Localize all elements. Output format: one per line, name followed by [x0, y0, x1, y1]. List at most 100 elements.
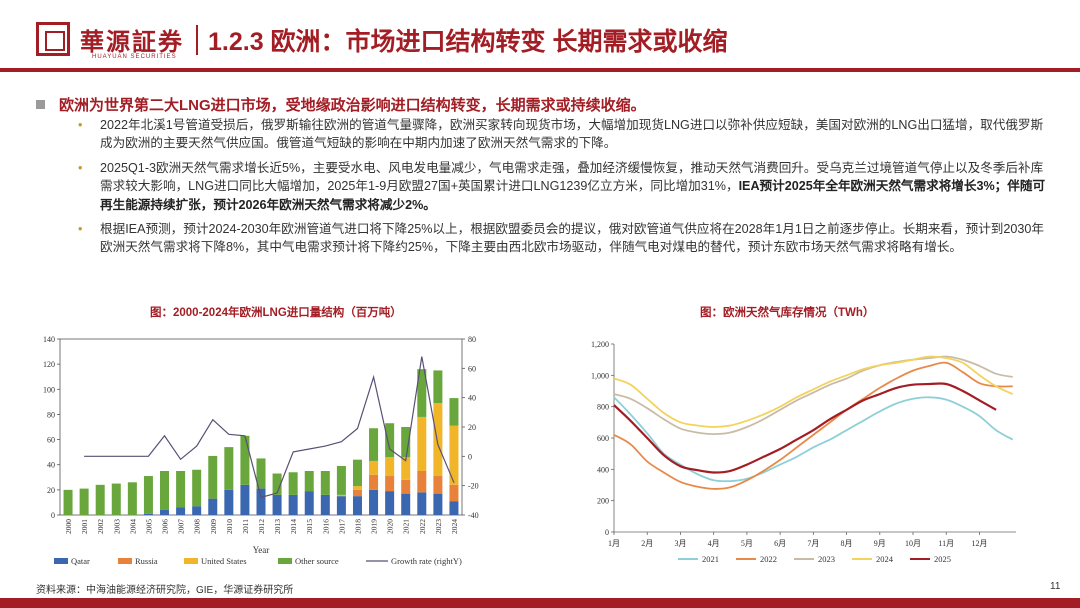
x-tick-label: 12月	[971, 539, 987, 548]
bar-segment	[240, 435, 250, 485]
growth-rate-line	[84, 356, 455, 499]
y-tick-label: 120	[43, 360, 55, 369]
legend-label: 2021	[702, 554, 719, 564]
bar-segment	[433, 493, 443, 515]
x-tick-label: 2010	[225, 519, 234, 534]
bar-segment	[256, 458, 266, 489]
x-tick-label: 2024	[450, 519, 459, 534]
y-tick-label: 1,200	[591, 340, 609, 349]
x-tick-label: 8月	[841, 539, 853, 548]
bar-segment	[352, 496, 362, 515]
bar-segment	[369, 474, 379, 490]
bar-segment	[417, 492, 427, 515]
bullet-list: 2022年北溪1号管道受损后，俄罗斯输往欧洲的管道气量骤降，欧洲买家转向现货市场…	[78, 116, 1053, 263]
bar-segment	[208, 455, 218, 499]
y-tick-label: 200	[597, 497, 609, 506]
bar-segment	[320, 471, 330, 495]
main-point: 欧洲为世界第二大LNG进口市场，受地缘政治影响进口结构转变，长期需求或持续收缩。	[36, 94, 646, 115]
x-tick-label: 9月	[874, 539, 886, 548]
x-tick-label: 2015	[305, 519, 314, 534]
chart1-title: 图：2000-2024年欧洲LNG进口量结构（百万吨）	[150, 307, 402, 319]
bar-segment	[352, 486, 362, 490]
bullet-item: 根据IEA预测，预计2024-2030年欧洲管道气进口将下降25%以上，根据欧盟…	[78, 220, 1053, 257]
bar-segment	[192, 506, 202, 515]
x-tick-label: 2004	[128, 519, 137, 534]
x-tick-label: 2005	[144, 519, 153, 534]
source-note: 资料来源：中海油能源经济研究院，GIE，华源证券研究所	[36, 585, 294, 596]
y-tick-label: 800	[597, 403, 609, 412]
bar-segment	[160, 509, 170, 515]
bullet-item: 2025Q1-3欧洲天然气需求增长近5%，主要受水电、风电发电量减少，气电需求走…	[78, 159, 1053, 214]
bar-segment	[449, 425, 459, 485]
bullet-bold-text: IEA预计2025年全年欧洲天然气需求将增长3%；伴随可再生能源持续扩张，预计2…	[100, 179, 1046, 212]
chart2-title: 图：欧洲天然气库存情况（TWh）	[700, 307, 875, 319]
x-tick-label: 2021	[402, 519, 411, 534]
bar-segment	[385, 476, 395, 492]
legend-label: 2023	[818, 554, 835, 564]
page-number: 11	[1050, 581, 1061, 592]
bar-segment	[304, 471, 314, 492]
bar-segment	[385, 491, 395, 515]
bar-segment	[369, 428, 379, 461]
y2-tick-label: -40	[468, 511, 479, 520]
bar-segment	[176, 471, 186, 508]
x-tick-label: 2022	[418, 519, 427, 534]
y-tick-label: 0	[605, 528, 609, 537]
x-tick-label: 2003	[112, 519, 121, 534]
y2-tick-label: -20	[468, 482, 479, 491]
x-tick-label: 2011	[241, 519, 250, 534]
legend-label: 2022	[760, 554, 777, 564]
series-line-2021	[613, 396, 1014, 483]
title-rule	[0, 68, 1080, 72]
bar-segment	[240, 484, 250, 515]
x-tick-label: 2018	[353, 519, 362, 534]
bar-segment	[224, 447, 234, 490]
bar-segment	[304, 491, 314, 515]
series-line-2024	[613, 355, 1014, 428]
bar-segment	[208, 498, 218, 515]
bar-segment	[111, 483, 121, 515]
bar-segment	[336, 496, 346, 515]
x-tick-label: 2019	[370, 519, 379, 534]
x-tick-label: 6月	[774, 539, 786, 548]
bar-segment	[288, 472, 298, 495]
bar-segment	[272, 473, 282, 495]
x-tick-label: 2017	[337, 519, 346, 534]
bar-segment	[401, 457, 411, 480]
logo-subtext: HUAYUAN SECURITIES	[92, 54, 177, 60]
bar-segment	[143, 476, 153, 514]
legend-label: Russia	[135, 556, 158, 566]
page-title: 1.2.3 欧洲：市场进口结构转变 长期需求或收缩	[208, 28, 728, 56]
legend-label: 2025	[934, 554, 951, 564]
bar-segment	[336, 494, 346, 497]
x-tick-label: 2023	[434, 519, 443, 534]
bar-segment	[449, 501, 459, 515]
series-line-2023	[613, 355, 1013, 436]
legend-label: Growth rate (rightY)	[391, 556, 462, 566]
y-tick-label: 0	[51, 511, 55, 520]
y2-tick-label: 40	[468, 394, 476, 403]
bar-segment	[256, 488, 266, 515]
series-line-2022	[613, 361, 1013, 490]
x-tick-label: 2001	[80, 519, 89, 534]
bar-segment	[176, 507, 186, 515]
x-tick-label: 2016	[321, 519, 330, 534]
header: 華源証券 HUAYUAN SECURITIES 1.2.3 欧洲：市场进口结构转…	[0, 0, 1080, 68]
bar-segment	[385, 423, 395, 458]
series-line-2025	[613, 382, 997, 474]
bar-segment	[417, 369, 427, 417]
bar-segment	[417, 416, 427, 471]
y-tick-label: 400	[597, 465, 609, 474]
y2-tick-label: 0	[468, 452, 472, 461]
x-tick-label: 2012	[257, 519, 266, 534]
bottom-bar	[0, 598, 1080, 608]
bar-segment	[369, 460, 379, 475]
bullet-item: 2022年北溪1号管道受损后，俄罗斯输往欧洲的管道气量骤降，欧洲买家转向现货市场…	[78, 116, 1053, 153]
x-tick-label: 10月	[905, 539, 921, 548]
x-tick-label: 2002	[96, 519, 105, 534]
bar-segment	[369, 489, 379, 515]
bullet-text: 2025Q1-3欧洲天然气需求增长近5%，主要受水电、风电发电量减少，气电需求走…	[100, 160, 1044, 194]
bar-segment	[417, 471, 427, 493]
header-divider	[196, 25, 198, 55]
bar-segment	[160, 471, 170, 510]
